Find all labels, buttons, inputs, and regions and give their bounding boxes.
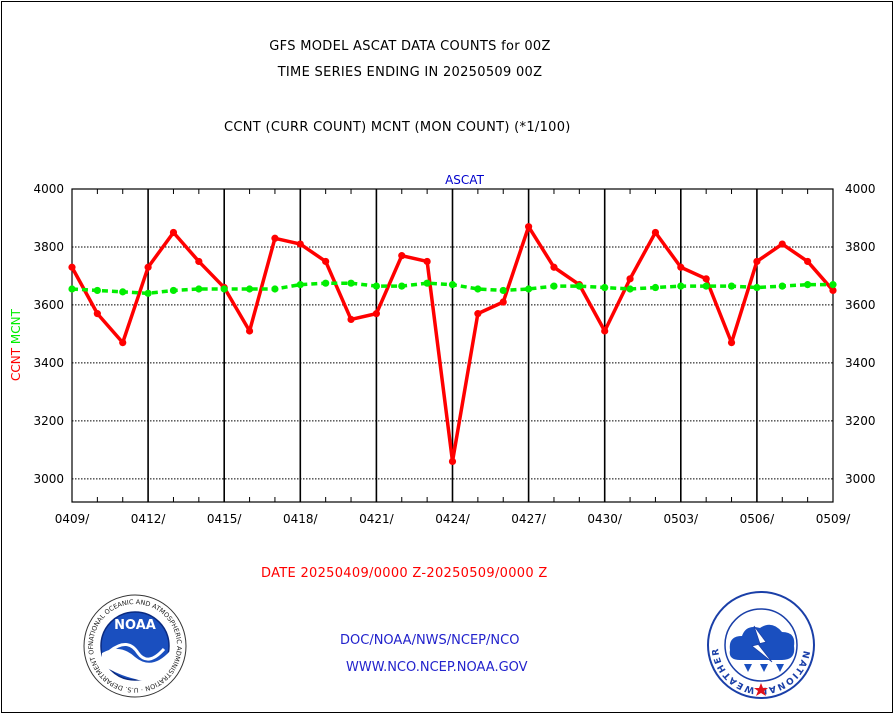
data-point-mcnt <box>601 283 609 292</box>
x-tick-label: 0430/ <box>587 512 623 526</box>
data-point-ccnt <box>68 263 76 271</box>
data-point-mcnt <box>296 281 304 289</box>
data-point-ccnt <box>753 257 761 266</box>
y-tick-label-right: 3600 <box>845 298 876 312</box>
data-point-ccnt <box>626 275 634 283</box>
data-point-mcnt <box>195 285 203 293</box>
data-point-ccnt <box>829 286 837 295</box>
nws-logo-icon: NATIONAL WEATHER SERVICE <box>704 590 815 699</box>
data-point-mcnt <box>550 282 558 290</box>
y-tick-label-left: 3200 <box>33 414 64 428</box>
data-point-ccnt <box>296 240 304 248</box>
panel-title: ASCAT <box>445 173 484 187</box>
data-point-ccnt <box>347 315 355 324</box>
y-tick-label-right: 3400 <box>845 356 876 370</box>
y-tick-label-right: 3800 <box>845 240 876 254</box>
x-tick-label: 0418/ <box>283 512 319 526</box>
data-point-mcnt <box>753 283 761 292</box>
data-point-ccnt <box>525 223 533 231</box>
data-point-ccnt <box>601 327 609 335</box>
y-axis-label: CCNT MCNT <box>9 308 23 381</box>
data-point-mcnt <box>651 283 660 292</box>
data-point-ccnt <box>245 327 254 335</box>
chart-subtitle: CCNT (CURR COUNT) MCNT (MON COUNT) (*1/1… <box>224 120 571 135</box>
data-point-mcnt <box>68 285 76 293</box>
y-tick-label-left: 4000 <box>33 182 64 196</box>
data-point-ccnt <box>499 298 507 306</box>
data-point-ccnt <box>474 310 482 318</box>
x-tick-label: 0427/ <box>511 512 547 526</box>
data-point-mcnt <box>626 285 634 293</box>
data-point-mcnt <box>423 279 431 287</box>
x-tick-label: 0424/ <box>435 512 471 526</box>
data-point-mcnt <box>727 282 736 290</box>
y-axis-label-part: CCNT <box>9 347 23 381</box>
data-point-ccnt <box>372 310 380 318</box>
y-tick-label-left: 3600 <box>33 298 64 312</box>
y-tick-label-left: 3000 <box>33 472 64 486</box>
data-point-ccnt <box>550 263 558 271</box>
data-point-mcnt <box>677 282 685 290</box>
data-point-mcnt <box>525 285 533 293</box>
data-point-mcnt <box>778 282 786 290</box>
data-point-mcnt <box>804 281 812 289</box>
data-point-ccnt <box>93 310 101 318</box>
data-point-ccnt <box>195 257 203 266</box>
data-point-mcnt <box>245 285 254 293</box>
y-tick-label-right: 3000 <box>845 472 876 486</box>
data-point-ccnt <box>144 263 152 271</box>
x-tick-label: 0415/ <box>207 512 243 526</box>
noaa-logo-text: NOAA <box>114 618 156 633</box>
data-point-ccnt <box>271 234 279 242</box>
data-point-ccnt <box>119 339 127 347</box>
y-tick-label-right: 3200 <box>845 414 876 428</box>
org-label: DOC/NOAA/NWS/NCEP/NCO <box>340 633 520 648</box>
data-point-ccnt <box>448 457 457 466</box>
chart-title-line2: TIME SERIES ENDING IN 20250509 00Z <box>277 65 543 80</box>
data-point-mcnt <box>398 282 406 290</box>
x-tick-label: 0409/ <box>55 512 91 526</box>
x-tick-label: 0509/ <box>816 512 852 526</box>
data-point-ccnt <box>702 275 710 283</box>
data-point-mcnt <box>271 285 279 293</box>
data-point-mcnt <box>144 289 152 297</box>
data-point-mcnt <box>474 285 482 293</box>
data-point-mcnt <box>575 282 583 290</box>
x-tick-label: 0412/ <box>131 512 167 526</box>
data-point-ccnt <box>677 263 685 271</box>
data-point-mcnt <box>93 286 101 295</box>
y-axis-label-part: MCNT <box>9 308 23 348</box>
data-point-ccnt <box>804 257 812 266</box>
x-tick-label: 0421/ <box>359 512 395 526</box>
data-point-mcnt <box>702 282 710 290</box>
y-tick-label-right: 4000 <box>845 182 876 196</box>
data-point-ccnt <box>169 228 178 237</box>
data-point-mcnt <box>322 279 330 287</box>
data-point-mcnt <box>347 279 355 287</box>
data-point-mcnt <box>829 281 837 289</box>
data-point-mcnt <box>499 286 507 295</box>
x-tick-label: 0503/ <box>664 512 700 526</box>
data-point-mcnt <box>220 285 228 293</box>
data-point-ccnt <box>651 228 660 237</box>
date-range-label: DATE 20250409/0000 Z-20250509/0000 Z <box>261 566 548 581</box>
data-point-mcnt <box>448 281 457 289</box>
data-point-mcnt <box>119 288 127 296</box>
y-tick-label-left: 3400 <box>33 356 64 370</box>
data-point-ccnt <box>778 240 786 248</box>
data-point-mcnt <box>169 286 178 295</box>
data-point-ccnt <box>423 257 431 266</box>
url-label: WWW.NCO.NCEP.NOAA.GOV <box>346 660 528 675</box>
data-point-mcnt <box>372 282 380 290</box>
y-tick-label-left: 3800 <box>33 240 64 254</box>
data-point-ccnt <box>398 252 406 260</box>
data-point-ccnt <box>322 257 330 266</box>
chart-title-line1: GFS MODEL ASCAT DATA COUNTS for 00Z <box>269 39 551 54</box>
noaa-logo-icon: NATIONAL OCEANIC AND ATMOSPHERIC ADMINIS… <box>80 593 187 698</box>
data-point-ccnt <box>727 339 736 347</box>
x-tick-label: 0506/ <box>740 512 776 526</box>
